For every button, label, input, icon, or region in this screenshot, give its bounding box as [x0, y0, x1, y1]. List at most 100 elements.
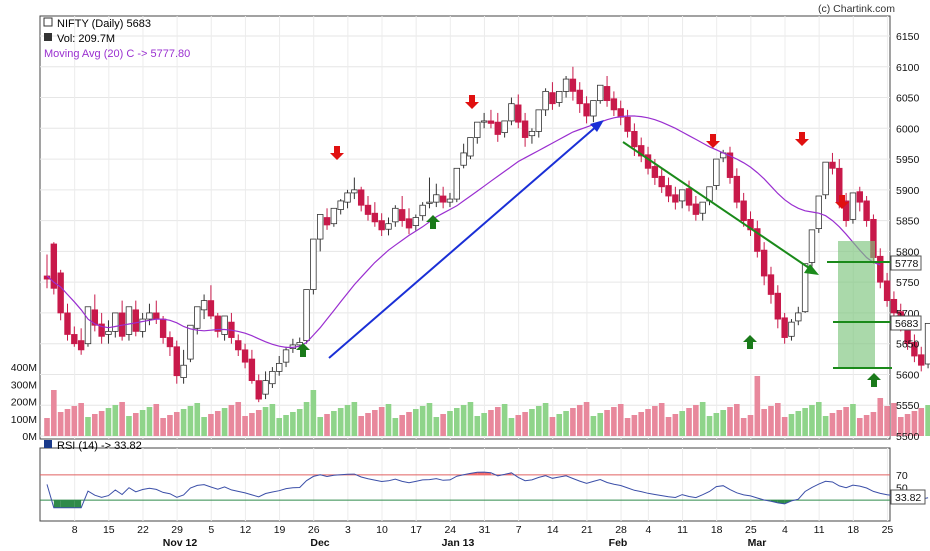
date-tick-label: 26: [308, 524, 320, 536]
date-tick-label: 18: [847, 524, 859, 536]
volume-bar: [413, 409, 419, 436]
volume-bar: [529, 409, 535, 436]
volume-bar: [535, 406, 542, 436]
volume-bar: [78, 403, 84, 436]
date-tick-label: 12: [240, 524, 252, 536]
date-tick-label: 22: [137, 524, 149, 536]
candle-body: [747, 218, 754, 231]
candle-body: [132, 309, 139, 332]
candle-body: [767, 274, 775, 295]
candle-body: [433, 194, 440, 203]
volume-bar: [467, 402, 474, 436]
volume-bar: [51, 390, 57, 436]
candle-body: [726, 152, 734, 178]
candle-body: [303, 289, 310, 342]
volume-bar: [918, 408, 925, 436]
rsi-panel-frame: [39, 447, 891, 522]
candle-body: [474, 121, 481, 138]
legend-volume: Vol: 209.7M: [57, 33, 115, 45]
candle-body: [678, 189, 686, 202]
candle-body: [760, 249, 768, 277]
candle-body: [610, 98, 618, 111]
volume-bar: [665, 417, 672, 436]
volume-bar: [727, 407, 733, 436]
volume-bar: [795, 411, 802, 436]
candle-body: [808, 229, 816, 263]
volume-bar: [699, 402, 706, 436]
buy-arrow-icon: [867, 373, 881, 387]
candle-body: [692, 203, 700, 215]
candle-body: [781, 317, 788, 338]
legend-rsi: RSI (14) -> 33.82: [57, 440, 142, 452]
candle-body: [351, 189, 358, 194]
volume-bar: [740, 418, 747, 436]
volume-bar: [822, 416, 829, 436]
date-tick-label: 25: [745, 524, 757, 536]
candle-body: [357, 189, 365, 206]
volume-tick-label: 200M: [11, 397, 37, 409]
candle-body: [378, 220, 385, 231]
candle-body: [330, 207, 338, 225]
candle-body: [658, 175, 665, 188]
volume-bar: [167, 415, 173, 436]
candle-body: [624, 116, 631, 132]
date-tick-label: 14: [547, 524, 559, 536]
volume-bar: [160, 418, 166, 436]
volume-bar: [911, 411, 918, 436]
date-tick-label: 10: [376, 524, 388, 536]
volume-bar: [856, 418, 863, 436]
volume-bar: [597, 413, 604, 436]
candle-body: [849, 192, 857, 220]
candle-body: [774, 292, 782, 320]
volume-bar: [351, 402, 358, 436]
candle-body: [385, 223, 392, 230]
candle-body: [241, 349, 249, 363]
candle-body: [207, 300, 215, 317]
candle-body: [194, 306, 201, 329]
volume-bar: [515, 415, 522, 436]
uptrend-arrow-line: [328, 124, 599, 359]
rsi-legend-icon: [44, 440, 52, 448]
candle-body: [153, 312, 160, 320]
volume-tick-label: 300M: [11, 379, 37, 391]
candle-body: [439, 195, 447, 203]
volume-bar: [392, 418, 399, 436]
volume-bar: [658, 403, 665, 436]
price-tick-label: 6000: [896, 123, 920, 135]
volume-bar: [173, 412, 180, 436]
volume-bar: [208, 414, 214, 436]
candle-body: [842, 200, 850, 222]
date-tick-label: 7: [516, 524, 522, 536]
month-label: Nov 12: [163, 537, 198, 549]
date-tick-label: 11: [677, 524, 688, 536]
candle-body: [603, 86, 611, 102]
volume-bar: [276, 418, 283, 436]
candle-body: [590, 100, 597, 117]
volume-bar: [474, 416, 481, 436]
uptrend-arrow-head: [590, 120, 604, 132]
volume-bar: [317, 417, 323, 436]
volume-bar: [85, 417, 91, 436]
date-tick-label: 25: [882, 524, 894, 536]
shaded-zone: [838, 241, 875, 367]
sell-arrow-icon: [465, 95, 479, 109]
sell-arrow-icon: [330, 146, 344, 160]
candle-legend-icon: [43, 17, 53, 27]
volume-bar: [290, 412, 296, 436]
rsi-oversold-fill: [67, 500, 75, 508]
candle-body: [98, 323, 105, 337]
volume-bar: [570, 408, 576, 436]
volume-bar: [850, 404, 856, 436]
candle-body: [685, 188, 693, 206]
volume-bar: [802, 408, 808, 436]
volume-bar: [283, 415, 289, 436]
ma-value-label: 5778: [895, 258, 919, 270]
buy-arrow-icon: [426, 215, 440, 229]
volume-bar: [262, 407, 269, 436]
date-tick-label: 11: [814, 524, 825, 536]
buy-arrow-icon: [296, 343, 310, 357]
candle-body: [556, 90, 563, 103]
date-axis: 8 15 22 29 5 12 19 26 3 10 17 24 31 7 14 21 28 4 11 18 25 4 11…: [72, 524, 894, 549]
candle-body: [672, 194, 679, 203]
volume-bar: [433, 417, 440, 436]
